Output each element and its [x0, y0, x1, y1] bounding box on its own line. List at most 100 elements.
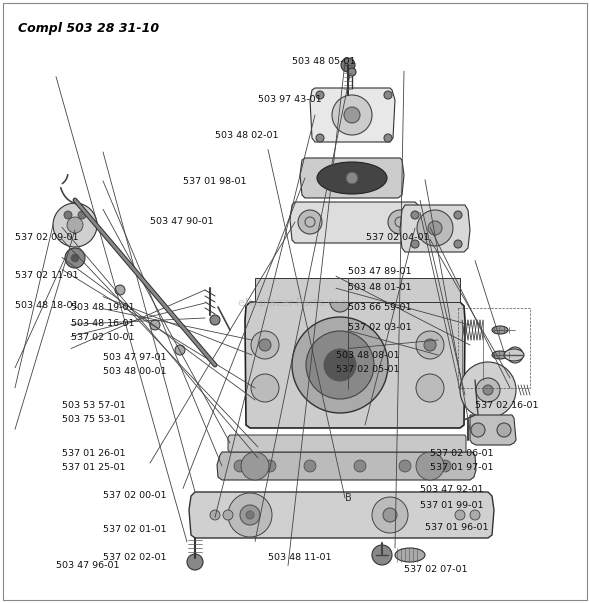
Text: B: B — [345, 493, 352, 503]
Circle shape — [372, 545, 392, 565]
Polygon shape — [255, 278, 460, 302]
Polygon shape — [228, 435, 466, 452]
Circle shape — [251, 331, 279, 359]
Circle shape — [384, 91, 392, 99]
Circle shape — [241, 452, 269, 480]
Polygon shape — [189, 492, 494, 538]
Circle shape — [455, 510, 465, 520]
Text: 537 02 04-01: 537 02 04-01 — [366, 233, 430, 241]
Circle shape — [428, 221, 442, 235]
Text: 503 48 00-01: 503 48 00-01 — [103, 367, 166, 376]
Polygon shape — [470, 415, 516, 445]
Ellipse shape — [492, 326, 508, 334]
Text: 537 02 07-01: 537 02 07-01 — [404, 566, 467, 575]
Circle shape — [388, 210, 412, 234]
Circle shape — [264, 460, 276, 472]
Circle shape — [150, 320, 160, 330]
Text: 537 01 26-01: 537 01 26-01 — [62, 449, 126, 458]
Circle shape — [210, 315, 220, 325]
Text: 537 02 01-01: 537 02 01-01 — [103, 525, 166, 534]
Text: 537 02 02-01: 537 02 02-01 — [103, 552, 166, 561]
Circle shape — [411, 240, 419, 248]
Circle shape — [424, 339, 436, 351]
Circle shape — [67, 217, 83, 233]
Text: 503 48 08-01: 503 48 08-01 — [336, 350, 399, 359]
Circle shape — [416, 374, 444, 402]
Ellipse shape — [492, 351, 508, 359]
Text: 503 75 53-01: 503 75 53-01 — [62, 415, 126, 425]
Circle shape — [228, 493, 272, 537]
Polygon shape — [300, 158, 404, 198]
Text: 537 02 09-01: 537 02 09-01 — [15, 233, 78, 241]
Ellipse shape — [504, 349, 524, 361]
Circle shape — [344, 107, 360, 123]
Text: 537 02 03-01: 537 02 03-01 — [348, 323, 412, 332]
Circle shape — [324, 349, 356, 381]
Ellipse shape — [317, 162, 387, 194]
Circle shape — [298, 210, 322, 234]
Circle shape — [348, 68, 356, 76]
Circle shape — [507, 347, 523, 363]
Text: 537 01 96-01: 537 01 96-01 — [425, 523, 489, 531]
Ellipse shape — [395, 548, 425, 562]
Circle shape — [346, 172, 358, 184]
Circle shape — [115, 285, 125, 295]
Circle shape — [399, 460, 411, 472]
Text: 537 02 11-01: 537 02 11-01 — [15, 271, 78, 280]
Circle shape — [316, 134, 324, 142]
Circle shape — [416, 331, 444, 359]
Circle shape — [483, 385, 493, 395]
Text: 537 01 97-01: 537 01 97-01 — [430, 464, 493, 473]
Text: 537 02 06-01: 537 02 06-01 — [430, 449, 493, 458]
Circle shape — [64, 211, 72, 219]
Circle shape — [497, 423, 511, 437]
Text: 503 47 96-01: 503 47 96-01 — [56, 561, 120, 569]
Circle shape — [384, 134, 392, 142]
Circle shape — [78, 211, 86, 219]
Text: 503 47 89-01: 503 47 89-01 — [348, 268, 411, 277]
Circle shape — [383, 508, 397, 522]
Text: 537 02 05-01: 537 02 05-01 — [336, 365, 399, 374]
Circle shape — [71, 254, 79, 262]
Text: 503 48 02-01: 503 48 02-01 — [215, 131, 278, 140]
Circle shape — [471, 423, 485, 437]
Circle shape — [460, 362, 516, 418]
Text: 503 66 59-01: 503 66 59-01 — [348, 303, 411, 312]
Polygon shape — [310, 88, 395, 142]
Polygon shape — [245, 302, 465, 428]
Text: 503 48 01-01: 503 48 01-01 — [348, 282, 411, 291]
Text: 537 01 25-01: 537 01 25-01 — [62, 464, 126, 473]
Circle shape — [332, 95, 372, 135]
Text: 503 47 97-01: 503 47 97-01 — [103, 353, 166, 362]
Text: 503 47 90-01: 503 47 90-01 — [150, 218, 214, 227]
Circle shape — [223, 510, 233, 520]
Circle shape — [372, 497, 408, 533]
Circle shape — [292, 317, 388, 413]
Text: 537 02 10-01: 537 02 10-01 — [71, 333, 135, 343]
Circle shape — [454, 240, 462, 248]
Circle shape — [341, 58, 355, 72]
Circle shape — [234, 460, 246, 472]
Circle shape — [476, 378, 500, 402]
Text: 503 48 11-01: 503 48 11-01 — [268, 552, 332, 561]
Circle shape — [65, 248, 85, 268]
Text: 503 53 57-01: 503 53 57-01 — [62, 400, 126, 409]
Circle shape — [306, 331, 374, 399]
Circle shape — [251, 374, 279, 402]
Circle shape — [259, 339, 271, 351]
Circle shape — [439, 460, 451, 472]
Circle shape — [210, 510, 220, 520]
Circle shape — [246, 511, 254, 519]
Circle shape — [304, 460, 316, 472]
Text: 537 01 99-01: 537 01 99-01 — [420, 500, 483, 510]
Text: 503 48 16-01: 503 48 16-01 — [71, 318, 135, 327]
Circle shape — [470, 510, 480, 520]
Text: 503 47 92-01: 503 47 92-01 — [420, 485, 483, 494]
Circle shape — [416, 452, 444, 480]
Circle shape — [417, 210, 453, 246]
Text: 537 02 00-01: 537 02 00-01 — [103, 490, 166, 499]
Text: 537 01 98-01: 537 01 98-01 — [183, 177, 247, 186]
Circle shape — [175, 345, 185, 355]
Text: eReplacer Parts.com: eReplacer Parts.com — [238, 298, 352, 308]
Polygon shape — [217, 452, 476, 480]
